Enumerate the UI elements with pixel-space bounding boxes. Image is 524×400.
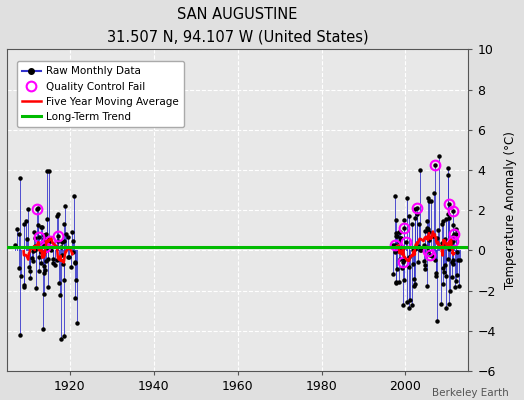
Legend: Raw Monthly Data, Quality Control Fail, Five Year Moving Average, Long-Term Tren: Raw Monthly Data, Quality Control Fail, …	[17, 61, 184, 127]
Text: Berkeley Earth: Berkeley Earth	[432, 388, 508, 398]
Title: SAN AUGUSTINE
31.507 N, 94.107 W (United States): SAN AUGUSTINE 31.507 N, 94.107 W (United…	[107, 7, 368, 44]
Y-axis label: Temperature Anomaly (°C): Temperature Anomaly (°C)	[504, 131, 517, 289]
